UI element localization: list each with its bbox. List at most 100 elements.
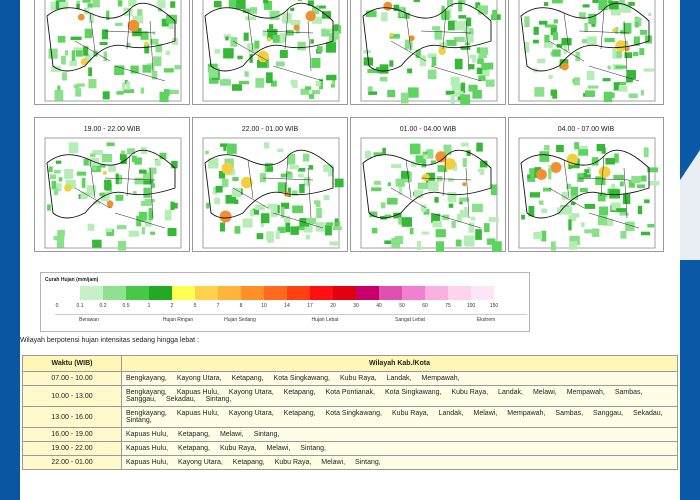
rain-cell (475, 2, 481, 9)
legend-tick-label: 10 (261, 303, 267, 309)
area-name: Sanggau, (126, 396, 156, 403)
rain-cell (53, 235, 65, 240)
rain-cell (585, 90, 595, 97)
rain-cell (252, 208, 260, 215)
rainfall-map (360, 137, 502, 252)
rain-cell (171, 160, 178, 169)
heavy-rain-spot (77, 13, 85, 21)
areas-cell: Kapuas Hulu, Ketapang, Kubu Raya, Melawi, Si… (121, 441, 678, 456)
rain-cell (223, 48, 234, 59)
area-name: Landak, (438, 410, 464, 417)
rain-cell (290, 7, 295, 11)
rain-cell (84, 54, 92, 63)
rain-cell (413, 0, 420, 3)
table-row: 13.00 - 16.00 Bengkayang, Kapuas Hulu, Kayo… (22, 406, 678, 428)
rainfall-map-panel (34, 0, 190, 105)
legend-swatch (379, 286, 402, 300)
rain-cell (563, 46, 568, 54)
legend-tick-label: 0 (55, 303, 59, 309)
area-name: Bengkayang, (126, 375, 167, 382)
area-name: Kapuas Hulu, (126, 459, 169, 466)
rain-cell (332, 226, 342, 231)
heavy-rain-spot (383, 1, 393, 11)
heavy-rain-spot (561, 62, 569, 71)
rain-cell (524, 42, 530, 53)
rain-cell (310, 39, 314, 44)
heavy-rain-spot (144, 41, 149, 47)
rain-cell (454, 91, 464, 97)
rain-cell (544, 24, 556, 28)
rain-cell (174, 65, 181, 70)
rain-cell (99, 41, 108, 46)
rain-cell (332, 31, 340, 40)
rain-cell (587, 85, 599, 89)
rain-cell (153, 56, 162, 67)
rain-cell (263, 0, 269, 4)
rain-cell (541, 208, 548, 214)
rain-cell (285, 30, 294, 36)
rain-cell (220, 143, 229, 147)
rain-cell (639, 48, 645, 55)
rain-cell (550, 89, 557, 96)
rain-cell (427, 53, 437, 58)
rain-cell (485, 79, 495, 87)
rain-cell (633, 36, 640, 46)
rain-cell (446, 39, 457, 46)
rain-cell (245, 16, 256, 21)
rain-cell (622, 193, 631, 205)
rain-cell (544, 34, 550, 43)
rain-cell (481, 63, 487, 69)
rain-cell (624, 52, 633, 59)
rain-cell (93, 200, 101, 205)
legend-category: Ekstrem (476, 317, 496, 323)
heavy-rain-spot (438, 47, 446, 56)
time-cell: 22.00 - 01.00 (22, 455, 122, 470)
rain-cell (213, 1, 222, 8)
rain-cell (148, 211, 153, 221)
rain-cell (450, 76, 460, 87)
rain-cell (644, 199, 650, 204)
rain-cell (575, 51, 580, 62)
area-name: Ketapang, (178, 431, 210, 438)
table-row: 10.00 - 13.00 Bengkayang, Kapuas Hulu, Kayo… (22, 385, 678, 407)
rainfall-map (360, 0, 501, 105)
legend-category: Berawan (79, 317, 99, 323)
rain-cell (263, 0, 272, 10)
rain-cell (529, 168, 537, 178)
rain-cell (637, 17, 642, 27)
heavy-rain-spot (221, 162, 234, 175)
rain-cell (172, 202, 178, 209)
rain-cell (584, 23, 588, 33)
rainfall-map (518, 137, 660, 251)
areas-cell: Bengkayang, Kapuas Hulu, Kayong Utara, Keta… (121, 385, 678, 407)
rain-cell (334, 222, 341, 226)
rain-cell (538, 20, 548, 25)
heavy-rain-spot (389, 32, 394, 37)
heavy-rain-spot (550, 162, 562, 173)
rain-cell (319, 78, 323, 90)
rain-cell (87, 0, 95, 2)
rainfall-map (518, 0, 656, 103)
map-panel-title: 19.00 - 22.00 WIB (83, 126, 141, 133)
rain-cell (625, 221, 635, 232)
rain-cell (117, 241, 126, 251)
rain-cell (415, 155, 425, 164)
rain-cell (297, 41, 306, 51)
rain-cell (297, 173, 304, 178)
area-name: Kota Pontianak, (325, 389, 376, 396)
rain-cell (399, 7, 405, 17)
rain-cell (308, 94, 315, 99)
rain-cell (472, 89, 482, 99)
heavy-rain-spot (612, 28, 617, 33)
rain-cell (490, 184, 498, 196)
time-cell: 07.00 - 10.00 (22, 371, 122, 386)
rain-cell (548, 75, 553, 79)
rain-cell (277, 226, 286, 233)
rain-cell (645, 35, 652, 44)
rain-cell (401, 171, 410, 179)
area-name: Ketapang, (231, 375, 264, 382)
rainfall-map (202, 0, 341, 102)
header-areas: Wilayah Kab./Kota (121, 355, 678, 372)
rain-cell (404, 12, 410, 19)
rain-cell (432, 220, 442, 228)
